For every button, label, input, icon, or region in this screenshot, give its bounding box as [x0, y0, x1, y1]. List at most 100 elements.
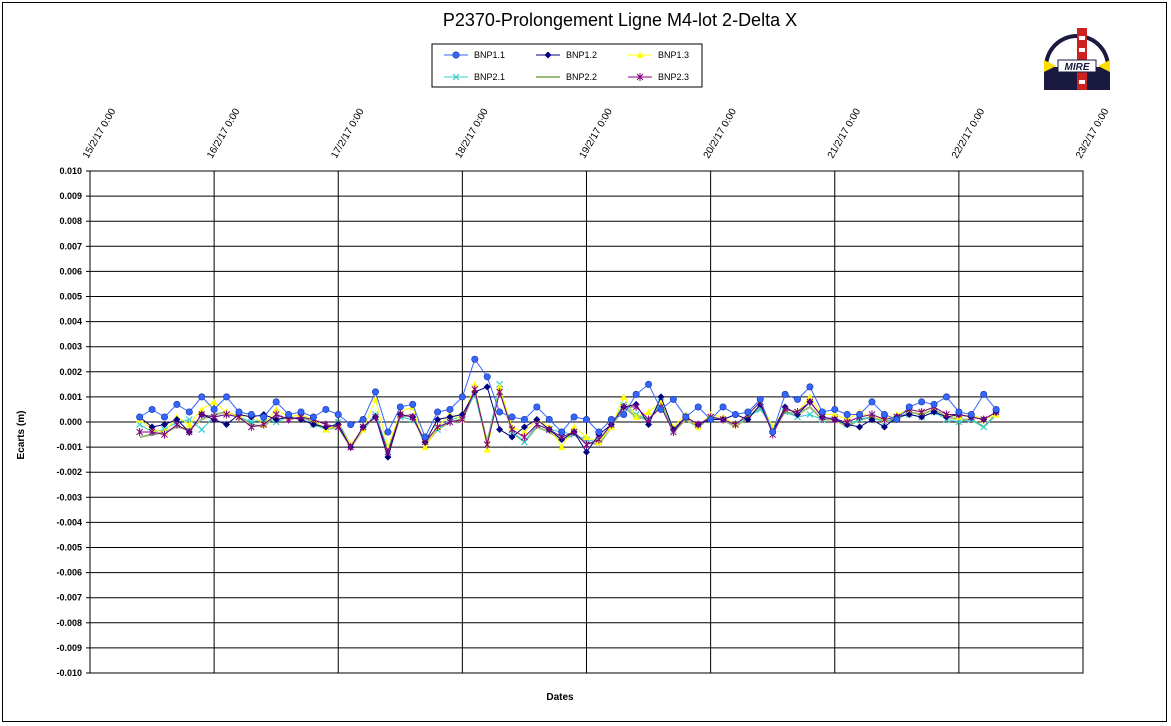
legend-box — [431, 43, 703, 88]
data-point — [645, 408, 653, 415]
x-tick-label: 17/2/17 0:00 — [329, 106, 367, 160]
logo-plate — [1057, 59, 1097, 73]
legend-label: BNP2.3 — [658, 72, 689, 82]
data-point — [545, 415, 553, 423]
data-point — [806, 383, 814, 391]
data-point — [918, 398, 926, 406]
data-point — [570, 423, 578, 431]
data-point — [533, 415, 541, 423]
data-point — [570, 428, 578, 437]
legend-item: BNP2.1 — [444, 72, 505, 82]
data-point — [595, 428, 603, 436]
data-point — [446, 405, 454, 413]
data-point — [471, 380, 479, 388]
x-tick-label: 22/2/17 0:00 — [950, 106, 988, 160]
data-point — [297, 408, 305, 416]
data-point — [136, 413, 144, 421]
data-point — [198, 393, 206, 401]
mire-logo: MIRE — [1044, 28, 1110, 90]
data-point — [955, 408, 963, 416]
y-tick-label: 0.008 — [59, 216, 82, 226]
data-point — [347, 443, 355, 452]
y-tick-label: 0.002 — [59, 367, 82, 377]
data-point — [322, 405, 330, 413]
data-point — [496, 387, 503, 396]
data-point — [905, 403, 913, 411]
x-tick-label: 19/2/17 0:00 — [578, 106, 616, 160]
data-point — [636, 51, 644, 58]
data-point — [359, 415, 367, 423]
data-point — [781, 405, 789, 414]
data-point — [756, 395, 764, 403]
data-point — [452, 73, 460, 81]
y-tick-label: 0.010 — [59, 166, 82, 176]
x-tick-label: 18/2/17 0:00 — [453, 106, 491, 160]
data-point — [309, 421, 317, 429]
data-point — [744, 415, 752, 423]
data-point — [359, 423, 367, 432]
legend-label: BNP2.2 — [566, 72, 597, 82]
legend-label: BNP1.2 — [566, 50, 597, 60]
y-tick-label: 0.009 — [59, 191, 82, 201]
data-point — [458, 393, 466, 401]
x-tick-label: 21/2/17 0:00 — [826, 106, 864, 160]
data-point — [694, 403, 702, 411]
y-tick-label: -0.008 — [56, 618, 82, 628]
data-point — [868, 410, 876, 419]
data-point — [520, 423, 528, 431]
data-point — [260, 413, 268, 421]
y-tick-label: 0.006 — [59, 266, 82, 276]
data-point — [620, 410, 628, 418]
data-point — [471, 385, 479, 394]
data-point — [520, 428, 528, 436]
data-point — [781, 390, 789, 398]
data-point — [223, 421, 231, 429]
data-point — [980, 390, 988, 398]
data-point — [818, 408, 826, 416]
x-tick-label: 23/2/17 0:00 — [1074, 106, 1112, 160]
data-point — [396, 403, 404, 411]
x-axis-label: Dates — [546, 692, 574, 703]
data-point — [260, 420, 268, 429]
data-point — [657, 398, 665, 405]
data-point — [694, 420, 702, 429]
data-point — [483, 446, 491, 453]
data-point — [992, 405, 1000, 413]
data-point — [744, 408, 752, 416]
data-point — [136, 421, 144, 428]
legend-item: BNP2.2 — [536, 72, 597, 82]
plot-area: 0.010 0.009 0.008 0.007 0.006 0.005 0.004 0.003… — [56, 106, 1111, 678]
data-point — [322, 420, 330, 429]
data-point — [595, 435, 603, 444]
data-point — [719, 403, 727, 411]
y-tick-label: 0.004 — [59, 317, 82, 327]
data-point — [223, 410, 230, 419]
data-point — [272, 410, 280, 419]
data-point — [632, 390, 640, 398]
logo-staff-mark — [1079, 80, 1085, 84]
legend-label: BNP1.3 — [658, 50, 689, 60]
logo-staff-mark — [1079, 36, 1085, 40]
legend-label: BNP1.1 — [474, 50, 505, 60]
data-point — [421, 443, 429, 451]
data-point — [496, 383, 504, 390]
data-point — [918, 413, 926, 421]
data-point — [583, 433, 590, 441]
series-line — [139, 358, 997, 439]
data-point — [558, 443, 566, 451]
data-point — [521, 433, 528, 442]
data-point — [508, 433, 516, 441]
data-point — [372, 412, 379, 421]
data-point — [607, 415, 615, 423]
data-point — [496, 426, 504, 434]
data-point — [831, 415, 839, 424]
data-point — [583, 448, 590, 456]
data-point — [732, 420, 739, 429]
data-point — [173, 415, 181, 423]
data-point — [235, 408, 243, 416]
data-point — [980, 423, 988, 431]
y-tick-label: -0.004 — [56, 517, 82, 527]
data-point — [396, 410, 404, 419]
data-point — [670, 428, 677, 437]
